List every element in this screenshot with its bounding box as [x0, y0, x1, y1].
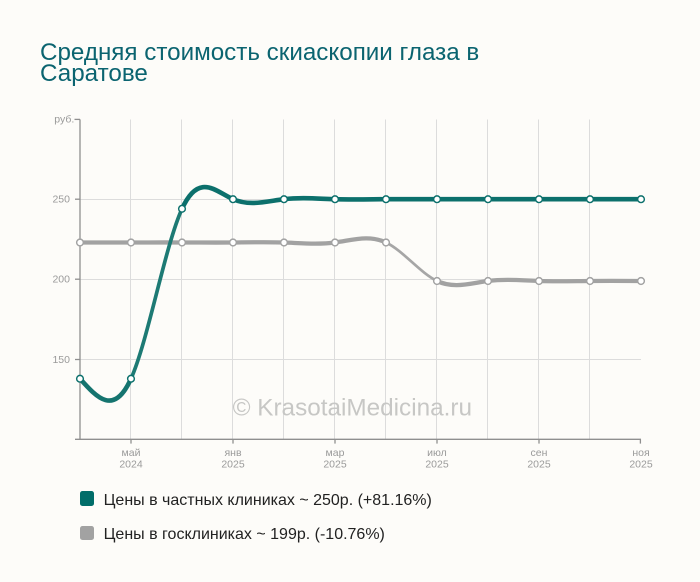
svg-text:ноя: ноя — [632, 447, 649, 459]
svg-text:2025: 2025 — [629, 459, 653, 471]
svg-text:© KrasotaiMedicina.ru: © KrasotaiMedicina.ru — [233, 394, 472, 421]
svg-text:руб.: руб. — [54, 114, 74, 126]
svg-text:сен: сен — [531, 447, 548, 459]
svg-text:2025: 2025 — [425, 459, 449, 471]
svg-text:200: 200 — [52, 274, 70, 286]
svg-text:250: 250 — [52, 194, 70, 206]
svg-text:мар: мар — [326, 447, 345, 459]
svg-text:июл: июл — [427, 447, 447, 459]
svg-text:янв: янв — [224, 447, 241, 459]
svg-text:150: 150 — [52, 354, 70, 366]
svg-text:2025: 2025 — [323, 459, 347, 471]
svg-text:2025: 2025 — [221, 459, 245, 471]
svg-text:2024: 2024 — [119, 459, 143, 471]
svg-text:2025: 2025 — [527, 459, 551, 471]
svg-text:май: май — [122, 447, 141, 459]
